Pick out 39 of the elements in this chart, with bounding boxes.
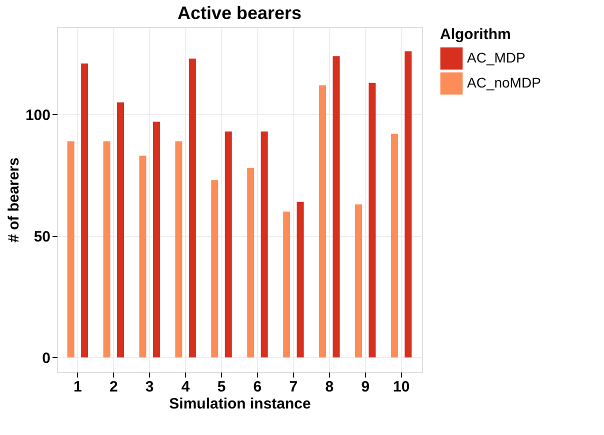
bar bbox=[296, 202, 304, 358]
bar bbox=[260, 131, 268, 358]
bar bbox=[247, 168, 254, 358]
y-tick-label: 50 bbox=[34, 228, 50, 246]
bar bbox=[175, 141, 182, 358]
x-tick-label: 2 bbox=[109, 378, 118, 396]
x-tick-label: 4 bbox=[181, 378, 190, 396]
x-tick-label: 3 bbox=[145, 378, 154, 396]
x-tick-label: 8 bbox=[325, 378, 334, 396]
legend-label: AC_MDP bbox=[467, 50, 526, 66]
bar bbox=[404, 51, 412, 358]
y-tick-label: 0 bbox=[42, 350, 50, 367]
bar bbox=[81, 63, 88, 358]
bar bbox=[332, 56, 340, 358]
bar bbox=[117, 102, 124, 358]
x-axis-title: Simulation instance bbox=[169, 396, 311, 412]
x-tick-label: 1 bbox=[74, 378, 82, 396]
x-tick-label: 10 bbox=[392, 378, 410, 396]
bar bbox=[224, 131, 232, 358]
bar bbox=[103, 141, 110, 358]
x-tick-label: 5 bbox=[217, 378, 226, 396]
bar bbox=[67, 141, 74, 358]
y-axis-title: # of bearers bbox=[5, 157, 22, 243]
y-tick-label: 100 bbox=[25, 106, 50, 124]
legend-title: Algorithm bbox=[440, 26, 511, 43]
bar bbox=[188, 58, 196, 358]
x-tick-label: 6 bbox=[253, 378, 262, 396]
bar bbox=[354, 204, 362, 358]
bar bbox=[283, 212, 290, 358]
legend-label: AC_noMDP bbox=[467, 74, 541, 90]
bar bbox=[211, 180, 218, 358]
bar bbox=[368, 82, 376, 358]
x-tick-label: 9 bbox=[361, 378, 370, 396]
bar bbox=[152, 122, 160, 358]
bar bbox=[390, 134, 398, 358]
x-tick-label: 7 bbox=[289, 378, 298, 396]
chart-title: Active bearers bbox=[177, 3, 302, 23]
bar bbox=[319, 85, 326, 358]
bar bbox=[139, 156, 146, 358]
